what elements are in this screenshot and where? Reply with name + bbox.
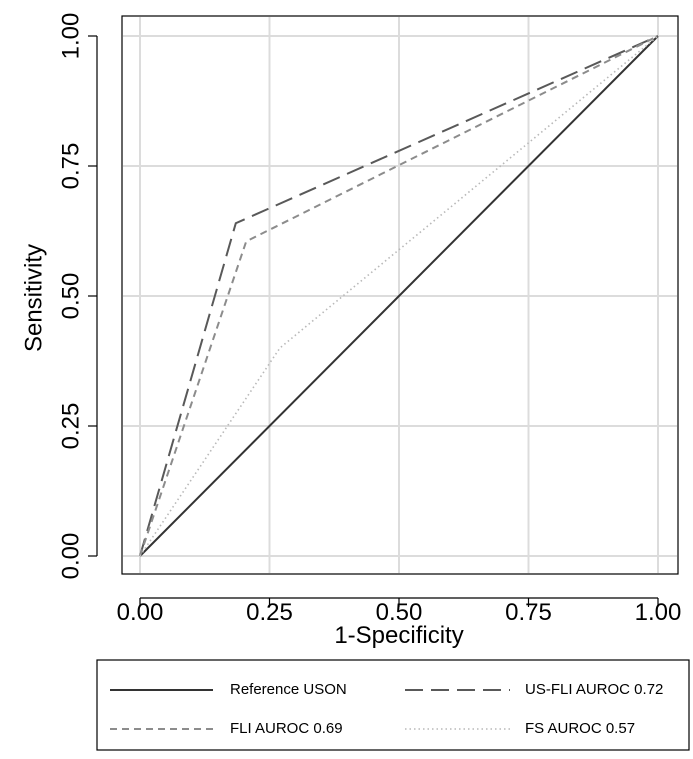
series-line-2 xyxy=(139,35,659,557)
x-tick-label-2: 0.50 xyxy=(376,599,423,626)
y-tick-label-1: 0.25 xyxy=(57,403,84,450)
x-axis-title: 1-Specificity xyxy=(334,622,463,649)
y-tick-label-3: 0.75 xyxy=(57,143,84,190)
x-tick-label-4: 1.00 xyxy=(635,599,682,626)
y-tick-label-0: 0.00 xyxy=(57,533,84,580)
legend-label-1: US-FLI AUROC 0.72 xyxy=(525,681,663,698)
legend-label-2: FLI AUROC 0.69 xyxy=(230,720,343,737)
legend-label-3: FS AUROC 0.57 xyxy=(525,720,635,737)
series-line-0 xyxy=(139,35,659,557)
series-line-3 xyxy=(139,35,659,557)
y-axis-title: Sensitivity xyxy=(20,244,47,352)
legend-box xyxy=(96,659,690,751)
y-tick-label-2: 0.50 xyxy=(57,273,84,320)
legend-label-0: Reference USON xyxy=(230,681,347,698)
x-tick-label-3: 0.75 xyxy=(505,599,552,626)
y-tick-label-4: 1.00 xyxy=(57,13,84,60)
x-tick-label-1: 0.25 xyxy=(246,599,293,626)
x-tick-label-0: 0.00 xyxy=(117,599,164,626)
series-line-1 xyxy=(139,35,659,557)
